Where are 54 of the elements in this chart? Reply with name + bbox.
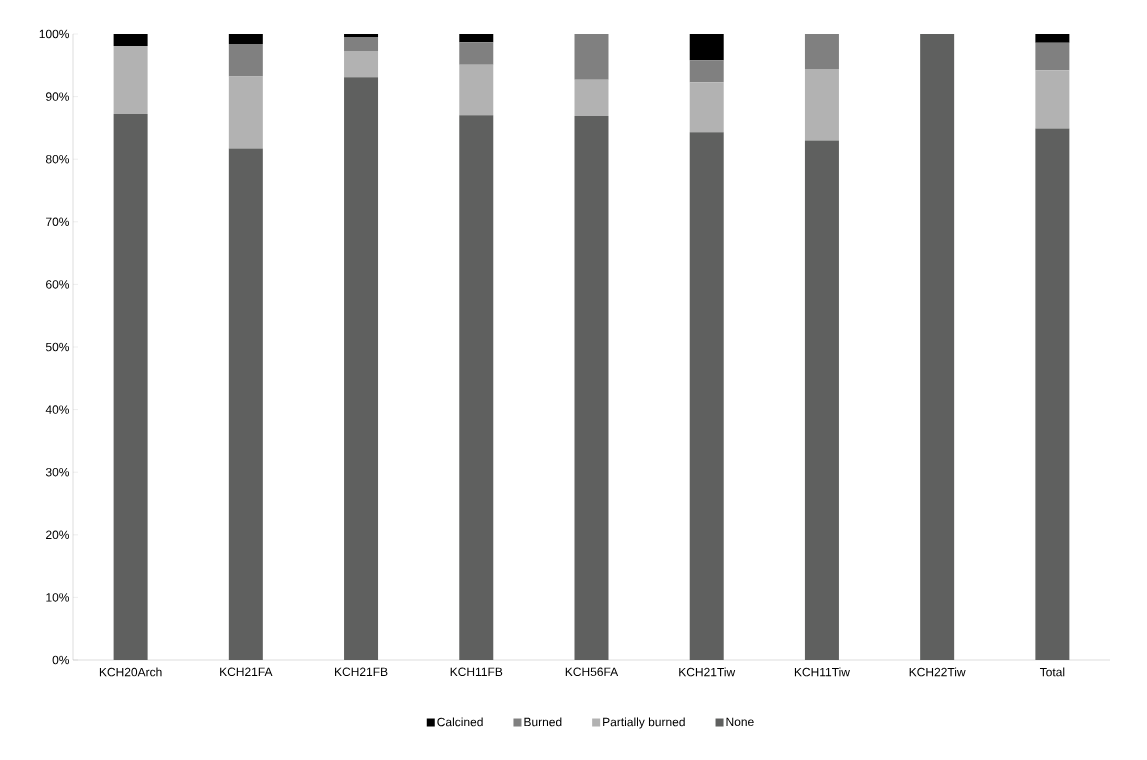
x-tick-label: KCH11FB bbox=[450, 667, 503, 677]
bar bbox=[344, 77, 379, 660]
y-tick-label: 20% bbox=[46, 530, 70, 540]
bar bbox=[228, 44, 263, 77]
bar bbox=[689, 132, 724, 660]
x-tick-label: Total bbox=[1039, 667, 1065, 677]
bar bbox=[574, 33, 609, 80]
y-tick-label: 80% bbox=[45, 154, 70, 164]
x-tick-label: KCH21FB bbox=[335, 667, 388, 677]
x-tick-label: KCH20Arch bbox=[99, 667, 162, 677]
y-tick-label: 30% bbox=[45, 467, 70, 477]
bar bbox=[804, 33, 839, 70]
y-tick-label: 90% bbox=[46, 92, 70, 101]
bar bbox=[344, 50, 379, 78]
x-tick-label: KCH22Tiw bbox=[909, 667, 966, 677]
bar bbox=[113, 45, 148, 115]
bar bbox=[689, 82, 724, 133]
y-tick-label: 0% bbox=[52, 655, 70, 665]
x-tick-label: KCH21FA bbox=[220, 667, 273, 677]
bar bbox=[344, 37, 379, 51]
bar bbox=[228, 33, 263, 45]
bar bbox=[804, 69, 839, 141]
legend-label: Burned bbox=[524, 717, 562, 727]
bar bbox=[1035, 128, 1070, 660]
y-tick-label: 10% bbox=[46, 593, 70, 602]
x-tick-label: KCH56FA bbox=[565, 667, 619, 677]
bar bbox=[574, 79, 609, 116]
bar bbox=[344, 33, 379, 38]
y-tick-label: 70% bbox=[46, 217, 70, 227]
bar bbox=[113, 33, 148, 46]
x-tick-label: KCH11Tiw bbox=[794, 667, 850, 677]
bar bbox=[574, 116, 609, 660]
x-tick-label: KCH21Tiw bbox=[679, 667, 736, 677]
bar bbox=[113, 114, 148, 660]
legend-label: None bbox=[726, 717, 754, 726]
bar bbox=[459, 42, 494, 65]
y-tick-label: 60% bbox=[46, 280, 70, 289]
bar bbox=[228, 76, 263, 149]
y-tick-label: 50% bbox=[45, 342, 70, 352]
legend-label: Partially burned bbox=[603, 717, 685, 729]
bar bbox=[1035, 70, 1070, 129]
bar bbox=[689, 60, 724, 83]
bar bbox=[459, 115, 494, 660]
bar bbox=[920, 33, 955, 660]
bar bbox=[228, 148, 263, 660]
bar bbox=[1035, 33, 1070, 43]
legend-label: Calcined bbox=[437, 717, 483, 727]
bar bbox=[689, 33, 724, 61]
bar bbox=[459, 33, 494, 43]
y-tick-label: 40% bbox=[45, 405, 70, 414]
y-tick-label: 100% bbox=[39, 29, 70, 39]
bar bbox=[459, 64, 494, 116]
bar bbox=[804, 140, 839, 660]
bar bbox=[1035, 42, 1070, 71]
